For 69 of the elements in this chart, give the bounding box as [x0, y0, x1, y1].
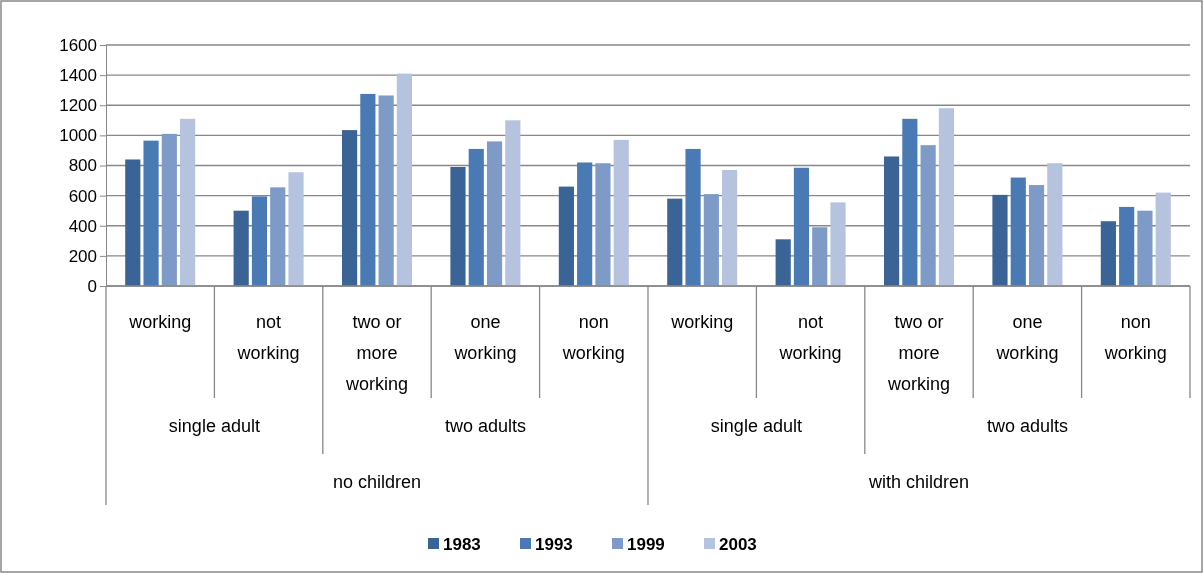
- text: two adults: [444, 416, 526, 436]
- y-tick-label: 800: [68, 156, 97, 176]
- bar: [938, 108, 955, 286]
- x-tick-label: two or more working: [886, 312, 951, 394]
- y-tick-label: 1200: [59, 96, 97, 116]
- y-tick-label: 400: [68, 216, 97, 236]
- bar: [161, 133, 177, 286]
- bar: [1028, 185, 1045, 286]
- bar: [775, 239, 791, 286]
- bar: [558, 186, 574, 286]
- bar: [613, 139, 629, 286]
- x-tick-label: non working: [561, 312, 625, 363]
- bar: [378, 95, 394, 286]
- text: with children: [867, 472, 970, 492]
- bar: [125, 159, 141, 286]
- bar: [143, 140, 159, 286]
- bar: [595, 163, 611, 286]
- bar: [830, 202, 846, 286]
- bar: [992, 194, 1008, 286]
- bar: [1010, 177, 1026, 286]
- bar: [577, 162, 593, 286]
- bar: [1100, 221, 1116, 286]
- y-tick-label: 200: [68, 246, 97, 266]
- x-tick-label: two or more working: [344, 312, 409, 394]
- bar: [812, 227, 828, 286]
- bar: [1119, 206, 1135, 286]
- y-tick-label: 600: [68, 186, 97, 206]
- x-tick-label: working: [128, 312, 192, 332]
- y-tick-label: 1000: [59, 126, 97, 146]
- bar: [883, 156, 900, 286]
- bar: [288, 172, 304, 286]
- bar: [722, 170, 738, 286]
- bar: [793, 167, 810, 286]
- bar: [920, 145, 936, 286]
- bar: [1047, 163, 1063, 286]
- bar: [396, 73, 413, 286]
- bar: [667, 198, 683, 286]
- text: single adult: [168, 416, 260, 436]
- bar: [468, 148, 484, 286]
- bar: [270, 187, 286, 286]
- legend-label: 2003: [719, 535, 757, 554]
- y-tick-label: 1600: [59, 35, 97, 55]
- text: two adults: [986, 416, 1068, 436]
- text: no children: [332, 472, 422, 492]
- bar: [703, 194, 719, 286]
- bar: [902, 118, 918, 286]
- legend-label: 1983: [443, 535, 481, 554]
- bar: [1137, 210, 1153, 286]
- x-tick-label: non working: [1103, 312, 1167, 363]
- bar: [251, 196, 268, 286]
- x-tick-label: not working: [778, 312, 842, 363]
- bar: [341, 130, 358, 286]
- x-tick-label: one working: [453, 312, 517, 363]
- y-tick-label: 1400: [59, 66, 97, 86]
- bar: [233, 210, 249, 286]
- y-tick-label: 0: [87, 276, 97, 296]
- bar: [360, 93, 376, 286]
- x-tick-label: working: [670, 312, 734, 332]
- bar: [505, 120, 521, 286]
- bar: [486, 141, 503, 286]
- x-tick-label: not working: [236, 312, 300, 363]
- bar: [180, 118, 196, 286]
- x-tick-label: one working: [995, 312, 1059, 363]
- legend-label: 1999: [627, 535, 665, 554]
- text: single adult: [710, 416, 802, 436]
- bar: [685, 148, 701, 286]
- legend-label: 1993: [535, 535, 573, 554]
- bar: [450, 167, 466, 286]
- bar: [1155, 192, 1171, 286]
